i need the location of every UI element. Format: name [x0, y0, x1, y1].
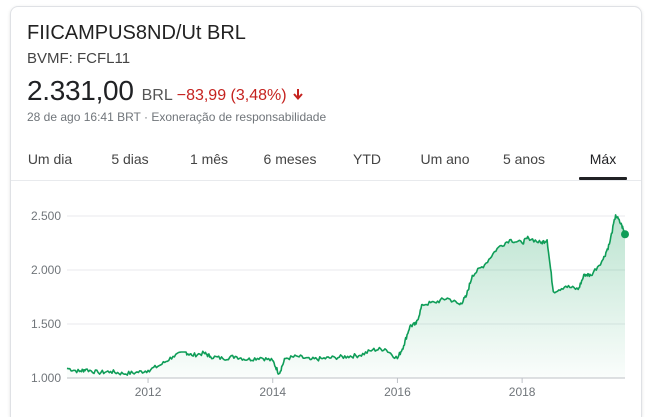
current-price: 2.331,00 — [27, 75, 134, 106]
arrow-down-icon — [292, 89, 303, 101]
x-tick-label: 2012 — [135, 385, 162, 399]
tab-um-dia[interactable]: Um dia — [27, 151, 73, 167]
y-tick-label: 1.000 — [31, 371, 61, 385]
tab-5-dias[interactable]: 5 dias — [111, 151, 149, 167]
x-tick-label: 2016 — [384, 385, 411, 399]
disclaimer-link[interactable]: Exoneração de responsabilidade — [151, 110, 327, 124]
quote-meta: 28 de ago 16:41 BRT · Exoneração de resp… — [27, 110, 326, 124]
last-price-dot — [621, 230, 629, 239]
price-currency: BRL — [141, 87, 173, 104]
y-tick-label: 2.000 — [31, 263, 61, 277]
active-tab-indicator — [579, 177, 627, 180]
stock-title: FIICAMPUS8ND/Ut BRL — [27, 22, 246, 44]
range-tabs: Um dia 5 dias 1 mês 6 meses YTD Um ano 5… — [11, 137, 641, 181]
tab-1-mes[interactable]: 1 mês — [189, 151, 229, 167]
tab-um-ano[interactable]: Um ano — [420, 151, 470, 167]
meta-separator: · — [144, 110, 148, 124]
tabs-divider — [11, 180, 641, 181]
price-line — [66, 214, 626, 376]
x-tick-label: 2014 — [259, 385, 286, 399]
stock-card: FIICAMPUS8ND/Ut BRL BVMF: FCFL11 2.331,0… — [10, 6, 642, 417]
y-tick-label: 1.500 — [31, 317, 61, 331]
price-row: 2.331,00 BRL −83,99 (3,48%) — [27, 75, 305, 107]
price-area — [67, 214, 625, 378]
price-chart[interactable]: 1.000 1.500 2.000 2.500 2012 2014 2016 2018 — [11, 7, 641, 409]
stock-ticker: BVMF: FCFL11 — [27, 50, 131, 67]
tab-6-meses[interactable]: 6 meses — [263, 151, 317, 167]
tab-ytd[interactable]: YTD — [353, 151, 381, 167]
tab-5-anos[interactable]: 5 anos — [502, 151, 546, 167]
price-change: −83,99 (3,48%) — [176, 87, 287, 104]
quote-timestamp: 28 de ago 16:41 BRT — [27, 110, 141, 124]
y-tick-label: 2.500 — [31, 209, 61, 223]
x-tick-label: 2018 — [509, 385, 536, 399]
tab-max[interactable]: Máx — [589, 151, 617, 167]
